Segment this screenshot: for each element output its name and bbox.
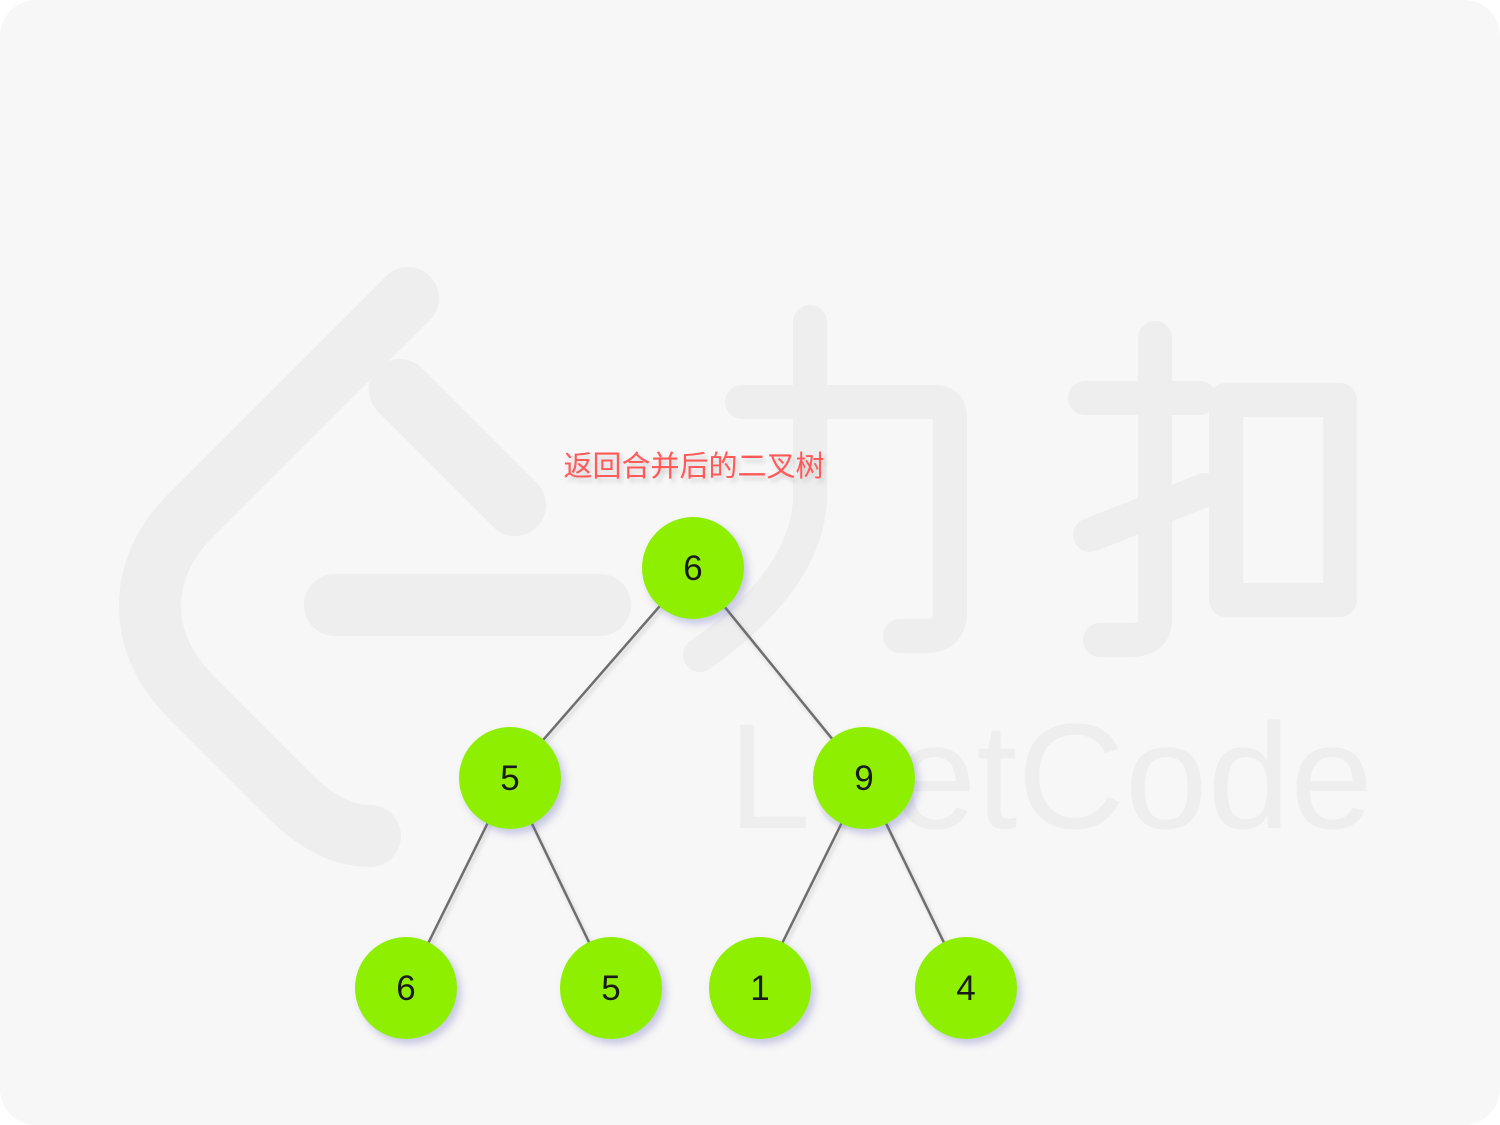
tree-node-circle <box>642 517 744 619</box>
tree-node-n1: 5 <box>459 727 561 829</box>
tree-node-circle <box>813 727 915 829</box>
tree-node-n4: 5 <box>560 937 662 1039</box>
tree-node-circle <box>560 937 662 1039</box>
tree-node-value: 6 <box>683 549 702 588</box>
tree-node-circle <box>709 937 811 1039</box>
diagram-caption: 返回合并后的二叉树 <box>563 449 825 483</box>
tree-node-circle <box>459 727 561 829</box>
tree-node-value: 1 <box>750 969 769 1008</box>
watermark-brand-cn <box>683 305 1357 672</box>
tree-node-value: 5 <box>500 759 519 798</box>
tree-node-value: 5 <box>601 969 620 1008</box>
tree-nodes: 6 5 9 6 5 1 4 <box>355 517 1017 1039</box>
tree-node-n3: 6 <box>355 937 457 1039</box>
tree-node-n5: 1 <box>709 937 811 1039</box>
tree-node-circle <box>915 937 1017 1039</box>
tree-node-value: 9 <box>854 759 873 798</box>
tree-node-value: 4 <box>956 969 975 1008</box>
tree-node-n2: 9 <box>813 727 915 829</box>
leetcode-logo-icon <box>119 267 631 867</box>
tree-node-n6: 4 <box>915 937 1017 1039</box>
tree-node-n0: 6 <box>642 517 744 619</box>
tree-node-circle <box>355 937 457 1039</box>
tree-node-value: 6 <box>396 969 415 1008</box>
